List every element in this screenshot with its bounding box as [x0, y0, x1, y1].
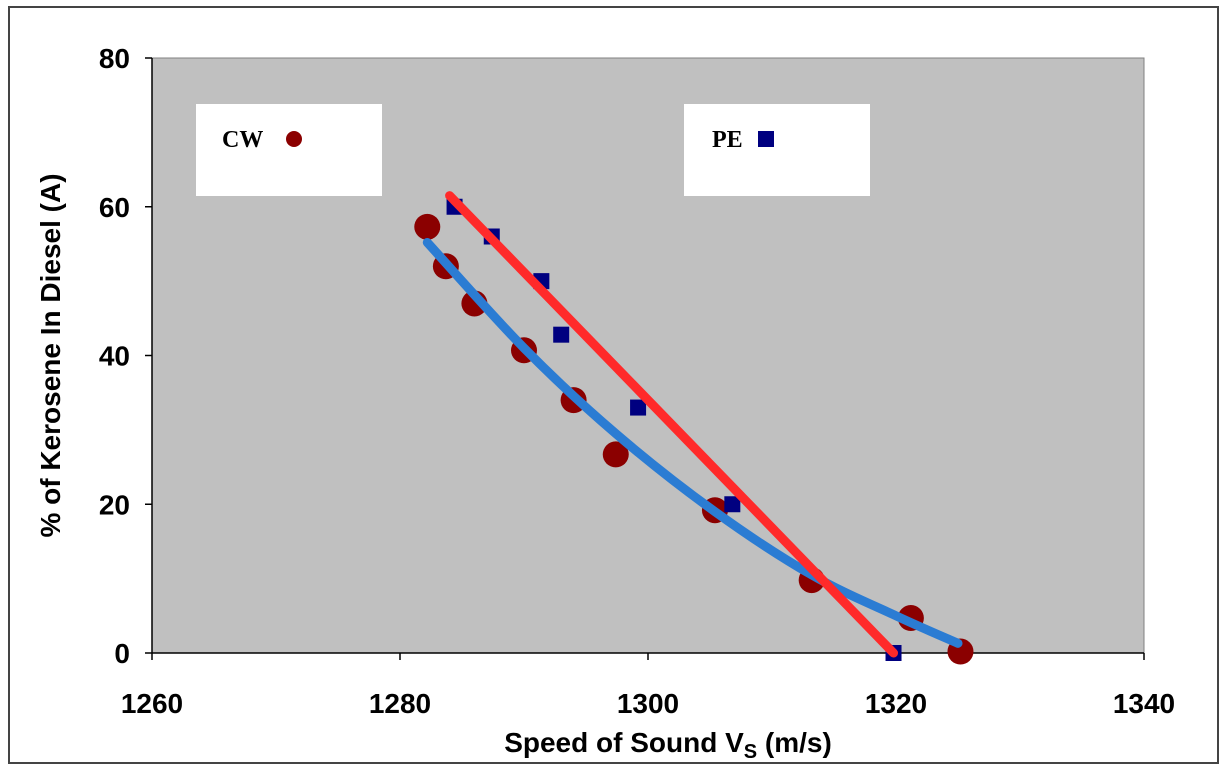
chart-frame: 0 20 40 60 80 1260 1280 1300 1320 1340 CW PE % of… [8, 6, 1219, 764]
x-tick-label: 1280 [369, 688, 431, 719]
point-pe [724, 496, 741, 513]
y-tick-label: 80 [99, 43, 130, 74]
y-axis-title: % of Kerosene In Diesel (A) [35, 173, 66, 537]
trendline-cw [422, 237, 963, 648]
y-tick-label: 60 [99, 192, 130, 223]
x-tick-label: 1320 [865, 688, 927, 719]
point-cw [414, 213, 441, 240]
trendline-pe [445, 191, 899, 658]
point-pe [630, 399, 647, 416]
legend-box-pe: PE [684, 104, 870, 196]
legend-box-cw: CW [196, 104, 382, 196]
legend-square-marker [758, 131, 774, 147]
x-axis: 1260 1280 1300 1320 1340 [121, 652, 1175, 719]
x-tick-label: 1340 [1113, 688, 1175, 719]
x-axis-title: Speed of Sound VS (m/s) [504, 727, 832, 762]
legend-box-bg [196, 104, 382, 196]
x-tick-label: 1300 [617, 688, 679, 719]
legend-label: CW [222, 127, 263, 153]
chart: 0 20 40 60 80 1260 1280 1300 1320 1340 CW PE % of… [35, 43, 1175, 762]
point-pe [553, 326, 570, 343]
trendlines [422, 191, 963, 658]
x-axis-title-suffix: (m/s) [757, 727, 832, 758]
point-cw [602, 441, 629, 468]
legend: CW PE [196, 104, 870, 196]
legend-box-bg [684, 104, 870, 196]
y-tick-label: 40 [99, 341, 130, 372]
x-axis-title-main: Speed of Sound V [504, 727, 744, 758]
y-axis: 0 20 40 60 80 [99, 43, 153, 669]
y-tick-label: 0 [114, 638, 130, 669]
y-tick-label: 20 [99, 489, 130, 520]
legend-circle-marker [286, 131, 302, 147]
x-tick-label: 1260 [121, 688, 183, 719]
x-axis-title-subscript: S [744, 741, 757, 762]
legend-label: PE [712, 127, 743, 153]
